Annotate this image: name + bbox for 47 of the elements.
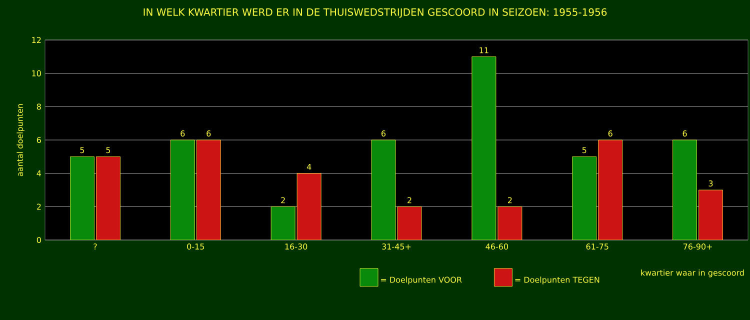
- x-tick-label: 16-30: [285, 244, 308, 250]
- bar: [672, 140, 697, 240]
- y-tick-label: 10: [32, 70, 41, 76]
- y-tick-label: 6: [36, 136, 41, 144]
- bar: [170, 140, 195, 240]
- x-tick-label: 31-45+: [382, 244, 411, 250]
- x-tick-label: ?: [94, 244, 97, 250]
- x-axis-title: kwartier waar in gescoord: [641, 270, 744, 278]
- data-label: 6: [206, 130, 211, 136]
- data-label: 11: [480, 47, 488, 54]
- y-tick-label: 4: [36, 170, 42, 176]
- y-tick-label: 0: [36, 236, 41, 244]
- data-label: 6: [382, 130, 386, 136]
- bar: [397, 206, 422, 240]
- x-tick-label: 0-15: [187, 244, 204, 250]
- legend-label: = Doelpunten TEGEN: [515, 276, 600, 284]
- data-label: 4: [306, 164, 312, 170]
- y-tick-label: 12: [32, 37, 41, 43]
- bar: [296, 173, 322, 240]
- y-axis-title: aantal doelpunten: [16, 104, 24, 176]
- y-tick-label: 8: [36, 104, 41, 110]
- bar: [371, 140, 396, 240]
- data-label: 5: [80, 147, 84, 154]
- data-label: 6: [608, 130, 612, 136]
- data-label: 2: [408, 197, 412, 204]
- bar: [498, 206, 522, 240]
- data-label: 2: [281, 197, 285, 204]
- x-tick-label: 76-90+: [683, 244, 712, 250]
- bar: [96, 156, 120, 240]
- bar: [196, 140, 221, 240]
- x-tick-label: 61-75: [586, 244, 608, 250]
- data-label: 6: [682, 130, 687, 136]
- bar: [70, 156, 94, 240]
- chart-title: IN WELK KWARTIER WERD ER IN DE THUISWEDSTRIJDEN GESCOORD IN SEIZOEN: 1955-1956: [144, 8, 607, 18]
- data-label: 5: [106, 147, 110, 154]
- data-label: 5: [582, 147, 586, 154]
- y-tick-label: 2: [36, 204, 41, 210]
- bar: [572, 156, 597, 240]
- bar: [472, 56, 496, 240]
- legend-label: = Doelpunten VOOR: [381, 276, 462, 284]
- data-label: 6: [180, 130, 185, 136]
- x-tick-label: 46-60: [486, 244, 508, 250]
- bar: [598, 140, 623, 240]
- data-label: 2: [508, 197, 512, 204]
- bar: [698, 190, 723, 240]
- data-label: 3: [708, 180, 713, 186]
- bar: [270, 206, 296, 240]
